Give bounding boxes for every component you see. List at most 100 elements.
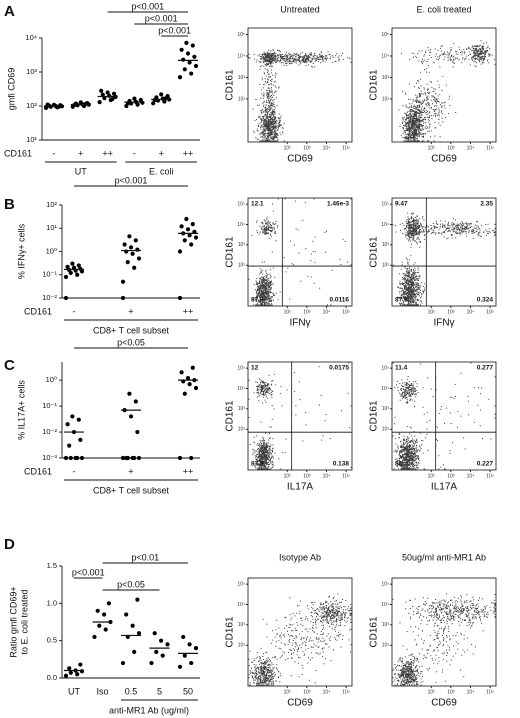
event-cloud [392,362,496,470]
plot-title: Isotype Ab [279,552,321,562]
data-point [70,414,75,419]
y-tick-label: 10⁵ [381,365,389,371]
group-label: E. coli [149,166,174,176]
data-point [63,295,69,301]
data-point [75,272,80,277]
data-point [136,631,142,636]
data-point [56,104,61,109]
data-point [95,608,100,613]
data-point [165,642,170,647]
data-point [120,295,126,301]
data-point [177,455,183,461]
significance-label: p<0.001 [145,13,178,23]
data-point [185,51,191,56]
panel-letter: D [4,536,15,553]
y-tick-label: 10³ [382,242,390,248]
y-tick-label: 10³ [382,75,390,81]
data-point [63,274,69,280]
dot-plot: D 0.0 0.5 1.0 1.5 Ratio gmfi CD69+ to E. coli … [4,536,200,715]
data-point [63,455,69,461]
plot-frame [391,577,497,687]
data-point [65,264,70,269]
y-tick-label: 10⁻² [42,427,57,436]
y-tick-label: 10³ [238,242,246,248]
data-point [106,601,111,606]
data-point [99,88,104,93]
data-point [132,649,137,654]
flow-plot: 10² 10³ 10⁴ 10⁵ 10² 10³ 10⁴ 10⁵ E. coli treated C… [369,4,497,165]
y-tick-label: 10¹ [46,223,57,232]
y-tick-label: 10³ [238,622,246,628]
data-point [182,67,187,72]
data-point [187,233,192,238]
y-tick-label: 10³ [382,406,390,412]
x-tick-label: ++ [183,466,194,476]
x-tick-label: - [133,148,136,158]
y-axis-label: % IL17A+ cells [16,380,26,440]
x-tick-label: 10⁵ [342,473,350,479]
x-tick-label: ++ [183,148,194,158]
x-tick-label: + [128,466,133,476]
x-tick-label: 10² [428,473,436,479]
quadrant-value: 0.277 [477,365,494,372]
data-point [189,660,194,666]
data-point [130,251,135,256]
data-point [120,660,126,666]
quadrant-value: 0.227 [477,461,494,468]
data-point [187,642,192,647]
data-point [128,414,134,419]
data-point [179,47,184,52]
data-point [76,263,81,268]
data-point [193,385,199,391]
y-tick-label: 10² [238,643,246,649]
significance-label: p<0.05 [117,579,145,589]
x-tick-label: 10⁴ [323,145,331,151]
data-point [78,100,83,105]
y-tick-label: 10² [382,96,390,102]
x-tick-label: 10⁴ [467,689,475,695]
y-tick-label: 10² [238,96,246,102]
y-tick-label: 10² [238,427,246,433]
quadrant-value: 1.46e-3 [327,201,349,208]
x-tick-label: 10³ [303,309,311,315]
event-cloud [392,212,496,306]
data-point [128,245,134,250]
x-tick-label: 10³ [303,473,311,479]
y-tick-label: 10³ [238,406,246,412]
data-point [154,649,159,654]
quadrant-value: 87.8 [251,461,264,468]
quadrant-value: 12 [251,365,259,372]
x-axis-label: CD8+ T cell subset [93,485,169,495]
x-tick-label: ++ [102,148,113,158]
data-point [92,634,97,640]
x-tick-label: 10⁵ [486,309,494,315]
y-tick-label: 10⁴ [381,602,389,608]
data-point [97,623,102,628]
x-axis-label: anti-MR1 Ab (ug/ml) [109,705,189,715]
data-point [102,612,107,617]
data-point [185,227,191,232]
data-point [43,105,49,110]
data-point [187,60,192,65]
panel-letter: C [4,357,15,374]
x-tick-label: 10⁵ [342,689,350,695]
x-tick-label: 10³ [447,145,455,151]
data-point [105,90,110,95]
x-tick-label: 10⁵ [342,145,350,151]
y-tick-label: 10⁻¹ [42,401,57,410]
y-tick-label: 1.0 [47,598,57,607]
data-point [120,279,126,284]
data-point [73,455,78,461]
quadrant-value: 11.4 [395,365,408,372]
y-tick-label: 10⁰ [46,375,57,384]
x-tick-label: + [78,148,83,158]
y-tick-label: 10³ [26,67,37,76]
flow-plot: 10² 10³ 10⁴ 10⁵ 10² 10³ 10⁴ 10⁵ 50ug/ml anti-MR1… [369,552,497,709]
plot-frame [391,361,497,471]
y-tick-label: 10⁴ [25,33,37,42]
data-point [182,653,187,658]
data-point [182,238,187,243]
y-tick-label: 10⁴ [237,222,245,228]
x-tick-label: 10⁴ [467,309,475,315]
y-tick-label: 10⁵ [237,32,245,38]
